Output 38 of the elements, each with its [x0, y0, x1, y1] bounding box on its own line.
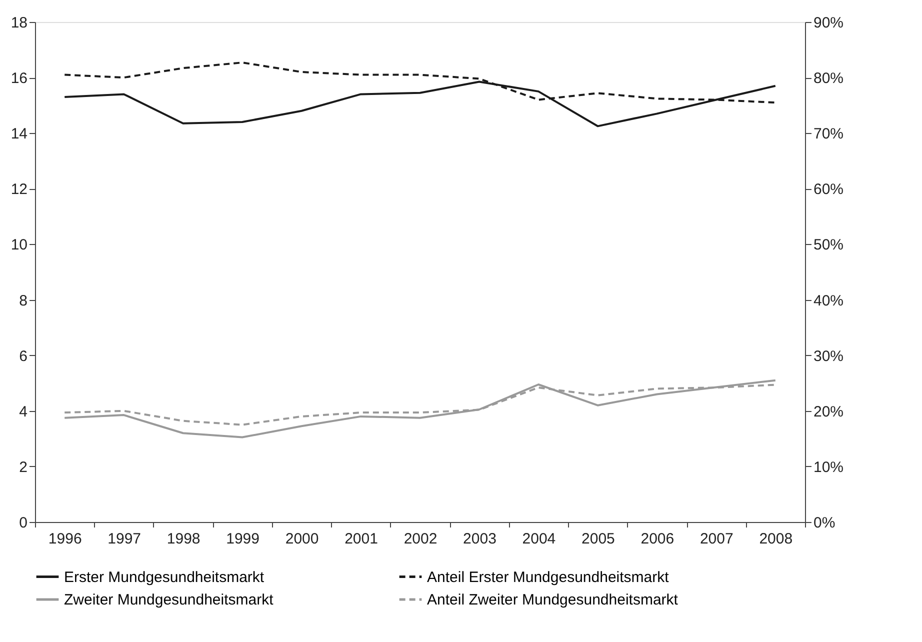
x-tick-label: 2001 — [344, 530, 378, 548]
y-tick-label: 0 — [19, 514, 28, 532]
y-tick-label: 16 — [10, 70, 28, 88]
y2-tick-label: 0% — [814, 514, 836, 532]
legend-label: Anteil Erster Mundgesundheitsmarkt — [427, 568, 670, 586]
x-tick-label: 2008 — [759, 530, 793, 548]
x-tick-label: 2005 — [582, 530, 615, 548]
x-tick-label: 1997 — [108, 530, 142, 548]
line-series — [64, 379, 776, 438]
y-tick-label: 8 — [19, 292, 28, 310]
y-tick-label: 2 — [19, 458, 28, 476]
y-tick-label: 14 — [10, 126, 28, 143]
y-tick-label: 10 — [10, 236, 28, 254]
y-tick-label: 12 — [10, 181, 28, 198]
y2-tick-label: 70% — [814, 126, 844, 143]
x-tick-label: 2003 — [463, 530, 496, 548]
legend-label: Anteil Zweiter Mundgesundheitsmarkt — [427, 592, 679, 608]
y-tick-label: 18 — [10, 14, 28, 32]
y2-tick-label: 80% — [814, 70, 844, 88]
legend-label: Zweiter Mundgesundheitsmarkt — [64, 592, 274, 608]
legend-label: Erster Mundgesundheitsmarkt — [64, 568, 265, 586]
x-tick-label: 1998 — [166, 530, 200, 548]
x-tick-label: 1996 — [48, 530, 82, 548]
y2-tick-label: 60% — [814, 181, 844, 198]
y2-tick-label: 50% — [814, 236, 844, 254]
x-tick-label: 2007 — [700, 530, 734, 548]
y-tick-label: 4 — [19, 403, 28, 420]
x-tick-label: 2004 — [522, 530, 556, 548]
y-tick-label: 6 — [19, 348, 28, 365]
x-tick-label: 2006 — [640, 530, 674, 548]
y2-tick-label: 40% — [814, 292, 844, 310]
y2-tick-label: 30% — [814, 348, 844, 365]
x-tick-label: 2002 — [404, 530, 438, 548]
y2-tick-label: 10% — [814, 458, 844, 476]
y2-tick-label: 90% — [814, 14, 844, 32]
x-tick-label: 1999 — [226, 530, 260, 548]
x-tick-label: 2000 — [285, 530, 319, 548]
y2-tick-label: 20% — [814, 403, 844, 420]
